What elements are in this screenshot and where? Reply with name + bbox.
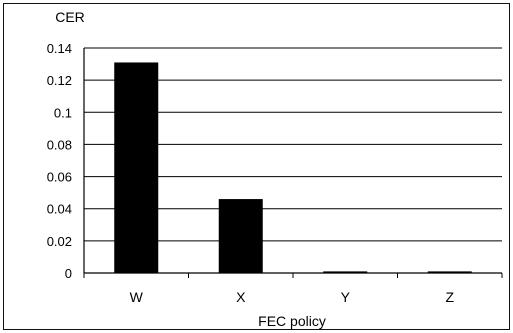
x-tick-label: W (130, 289, 144, 305)
x-tick-labels: W X Y Z (130, 289, 455, 305)
x-tick-label: Z (445, 289, 454, 305)
bar-x (218, 199, 263, 273)
y-tick-labels: 0 0.02 0.04 0.06 0.08 0.1 0.12 0.14 (47, 41, 72, 281)
y-axis-label: CER (55, 9, 85, 25)
y-tick-label: 0.08 (47, 137, 72, 152)
chart-frame (3, 3, 510, 330)
y-tick-label: 0.12 (47, 73, 72, 88)
y-tick-label: 0 (65, 266, 72, 281)
x-tick-label: Y (341, 289, 351, 305)
axes (83, 48, 503, 278)
bar-y (323, 271, 368, 273)
y-tick-label: 0.04 (47, 202, 72, 217)
y-tick-label: 0.06 (47, 170, 72, 185)
y-tick-label: 0.1 (54, 105, 72, 120)
bar-w (114, 62, 159, 273)
y-tick-label: 0.14 (47, 41, 72, 56)
x-tick-label: X (236, 289, 246, 305)
x-axis-label: FEC policy (258, 313, 326, 329)
bar-z (427, 271, 472, 273)
bars (114, 62, 472, 273)
y-tick-label: 0.02 (47, 234, 72, 249)
